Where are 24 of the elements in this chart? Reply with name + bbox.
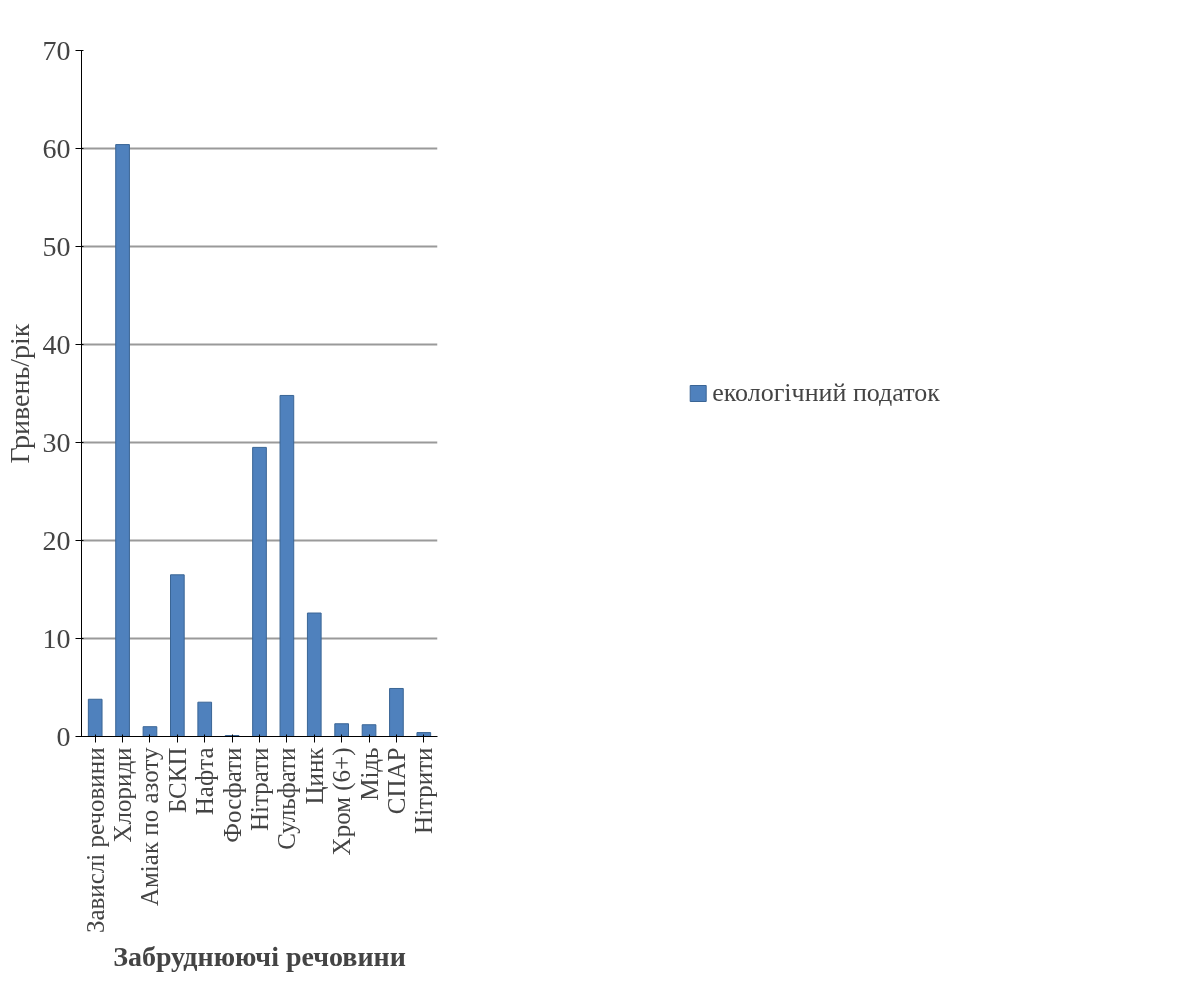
- y-tick-label: 0: [56, 720, 71, 752]
- x-tick-label: Мідь: [355, 747, 383, 801]
- x-tick-label: Аміак по азоту: [136, 747, 164, 907]
- y-tick-label: 30: [42, 426, 71, 458]
- y-tick-label: 40: [42, 328, 71, 360]
- y-tick-label: 50: [42, 230, 71, 262]
- x-tick-label: Завислі речовини: [81, 747, 109, 934]
- x-tick-label: Нафта: [191, 747, 219, 816]
- x-tick-label: Цинк: [300, 746, 328, 805]
- x-tick-label: Фосфати: [218, 747, 246, 843]
- x-tick-label: БСКП: [163, 747, 191, 814]
- y-axis-title: Гривень/рік: [3, 323, 35, 464]
- x-tick-label: Хлориди: [109, 747, 137, 843]
- y-tick-label: 20: [42, 524, 71, 556]
- x-tick-label: Хром (6+): [328, 747, 357, 856]
- legend-label: екологічний податок: [712, 378, 940, 408]
- x-tick-label: Сульфати: [273, 747, 301, 850]
- x-axis-title: Забруднюючі речовини: [113, 941, 406, 973]
- y-tick-label: 70: [42, 34, 71, 66]
- x-tick-label: Нітрити: [410, 747, 438, 834]
- y-tick-label: 60: [42, 132, 71, 164]
- x-tick-label: Нітрати: [246, 747, 273, 831]
- x-tick-label: СПАР: [382, 747, 410, 815]
- y-tick-label: 10: [42, 622, 71, 654]
